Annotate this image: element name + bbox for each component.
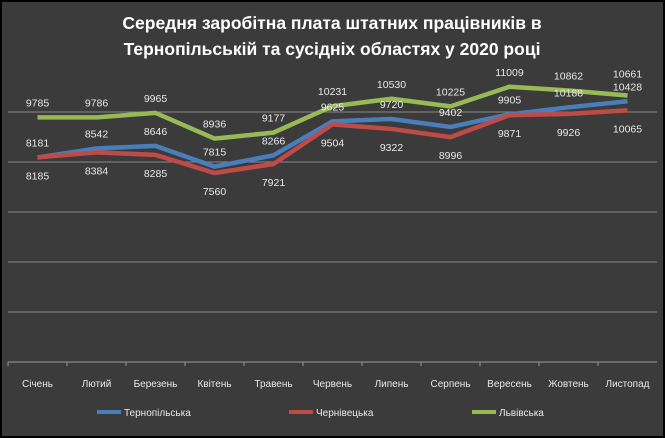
legend-label: Тернопільська [124,408,191,419]
data-label: 10065 [613,123,642,135]
data-label: 10188 [554,87,583,99]
data-label: 7560 [203,186,227,198]
chart-title-line-1: Середня заробітна плата штатних працівни… [122,13,541,33]
data-label: 9177 [262,113,286,125]
data-label: 8542 [85,128,109,140]
data-label: 7815 [203,147,227,159]
x-tick-label: Січень [22,379,53,390]
legend-label: Львівська [499,408,544,419]
data-label: 8646 [144,126,168,138]
x-tick-label: Серпень [430,379,470,390]
series-line [37,84,628,141]
data-label: 10428 [613,81,642,93]
data-label: 9720 [380,99,404,111]
data-label: 10530 [377,79,406,91]
data-label: 9785 [26,97,50,109]
data-label: 10661 [613,68,642,80]
x-tick-label: Вересень [487,379,532,390]
data-label: 10231 [318,86,347,98]
data-label: 9905 [498,94,522,106]
x-tick-label: Жовтень [548,379,589,390]
chart-title-line-2: Тернопільській та сусідніх областях у 20… [124,39,541,59]
data-label: 9965 [144,93,168,105]
x-tick-label: Червень [313,379,352,390]
series-line [37,108,628,176]
series-line [37,99,628,169]
data-label: 9322 [380,142,404,154]
data-label: 7921 [262,177,286,189]
x-tick-label: Травень [254,379,292,390]
data-label: 8996 [439,150,463,162]
data-label: 8181 [26,137,50,149]
data-label: 9625 [321,101,345,113]
data-label: 9504 [321,137,345,149]
data-label: 9402 [439,107,463,119]
x-tick-label: Листопад [606,379,650,390]
data-label: 9786 [85,97,109,109]
x-tick-label: Квітень [197,379,231,390]
data-label: 8185 [26,170,50,182]
data-label: 10862 [554,70,583,82]
data-label: 9871 [498,128,522,140]
data-label: 11009 [495,67,524,79]
legend-label: Чернівецька [316,408,374,419]
data-label: 8936 [203,119,227,131]
x-tick-label: Липень [375,379,409,390]
data-label: 9926 [557,127,581,139]
x-tick-label: Березень [134,379,178,390]
data-label: 8266 [262,135,286,147]
data-label: 8384 [85,165,109,177]
x-tick-label: Лютий [82,379,112,390]
data-label: 10225 [436,86,465,98]
data-label: 8285 [144,168,168,180]
